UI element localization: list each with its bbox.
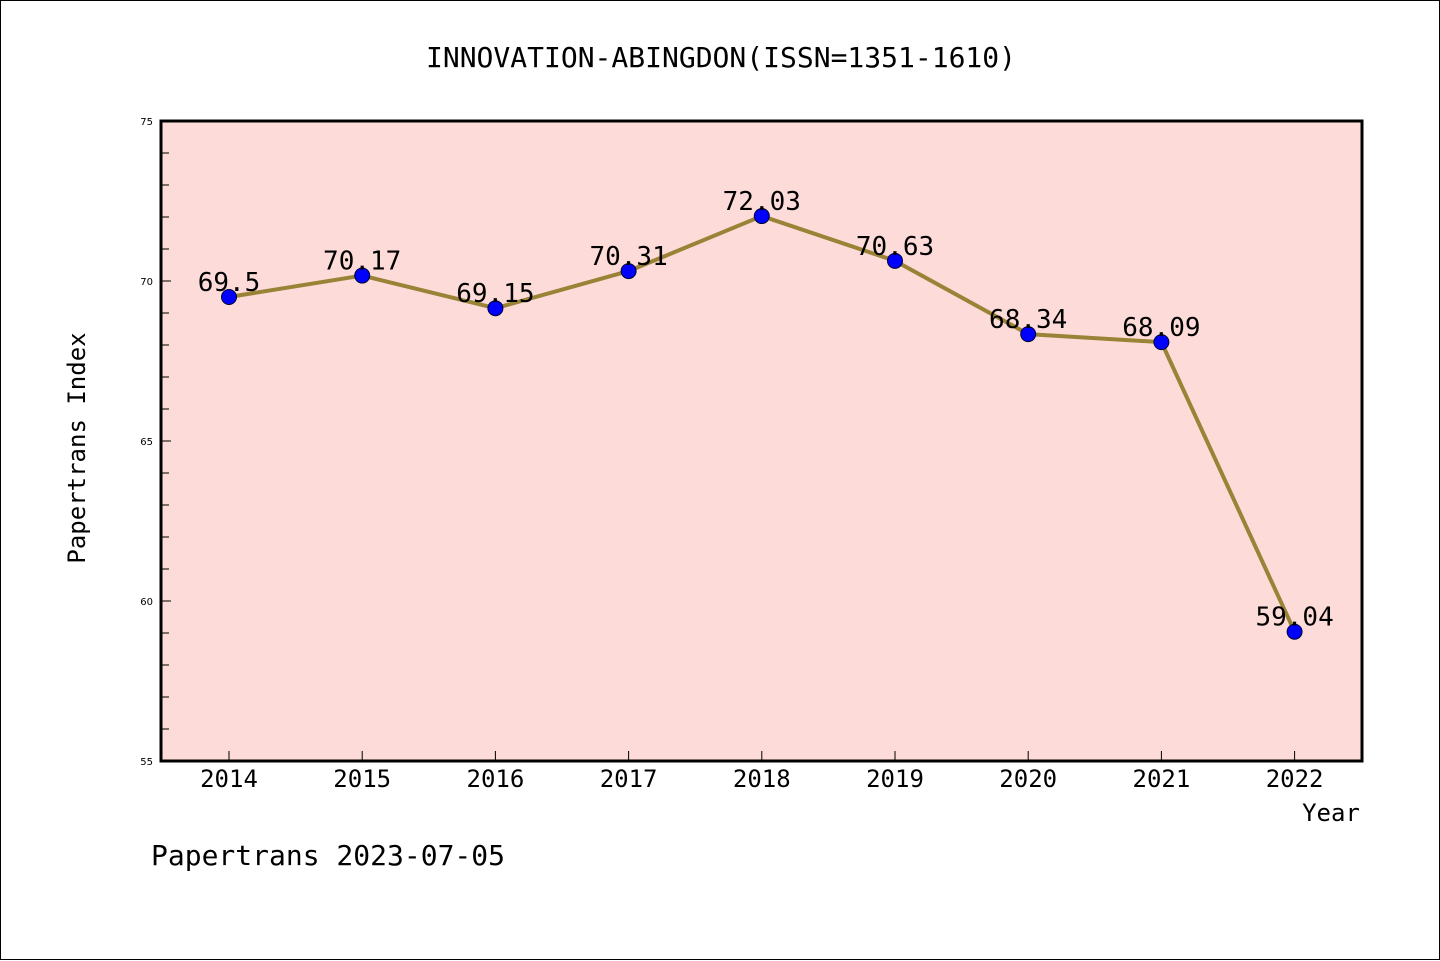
data-label: 69.5 [198,268,261,298]
data-labels: 69.5 70.17 69.15 70.31 72.03 70.63 68.34 68.09 5… [198,187,1334,633]
x-tick-label: 2020 [999,765,1057,793]
data-label: 70.31 [589,242,667,272]
x-tick-label: 2017 [600,765,658,793]
x-tick-label: 2021 [1133,765,1191,793]
x-tick-label: 2015 [333,765,391,793]
x-tick-label: 2018 [733,765,791,793]
x-axis-label: Year [1302,799,1360,827]
series-markers [221,208,1303,640]
y-tick-label: 55 [140,757,153,768]
x-tick-label: 2014 [200,765,258,793]
data-label: 70.63 [856,232,934,262]
data-label: 70.17 [323,247,401,277]
y-axis-label: Papertrans Index [63,332,91,563]
data-label: 68.09 [1122,313,1200,343]
x-tick-label: 2019 [866,765,924,793]
data-point [221,289,237,305]
data-point [1153,334,1170,351]
y-tick-label: 75 [140,117,153,128]
y-tick-label: 70 [140,277,153,288]
plot-area [159,119,1364,763]
data-label: 68.34 [989,305,1067,335]
x-axis: 2014 2015 2016 2017 2018 2019 2020 2021 2022 [200,751,1323,793]
data-point [354,267,371,284]
data-point [620,263,637,280]
data-label: 72.03 [723,187,801,217]
footer-text: Papertrans 2023-07-05 [151,839,505,872]
data-point [753,208,770,225]
y-tick-label: 65 [140,437,153,448]
x-tick-label: 2016 [467,765,525,793]
y-tick-label: 60 [140,597,153,608]
y-axis: 55 60 65 70 75 [140,117,171,768]
data-point [487,300,504,317]
data-label: 69.15 [456,279,534,309]
data-point [887,252,903,269]
x-tick-label: 2022 [1266,765,1324,793]
data-point [1286,623,1303,640]
chart-title: INNOVATION-ABINGDON(ISSN=1351-1610) [426,41,1016,74]
data-label: 59.04 [1255,603,1333,633]
data-point [1020,326,1037,343]
